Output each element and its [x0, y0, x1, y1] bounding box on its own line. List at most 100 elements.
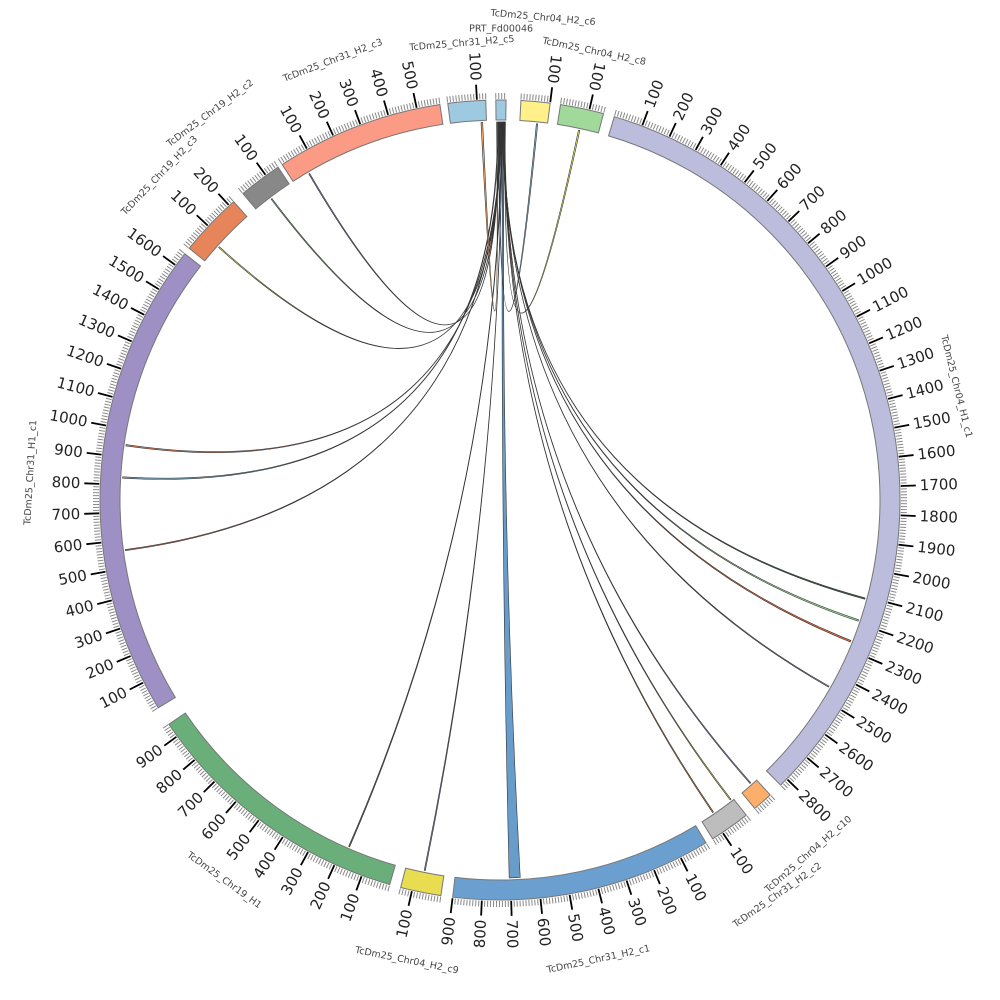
- minor-tick: [343, 123, 348, 130]
- link-1[interactable]: [270, 121, 501, 333]
- minor-tick: [886, 391, 893, 394]
- minor-tick: [727, 164, 732, 171]
- minor-tick: [676, 134, 681, 141]
- tick-label: 200: [190, 164, 223, 197]
- segment-TcDm25_Chr04_H2_c10[interactable]: [741, 779, 771, 810]
- minor-tick: [820, 255, 826, 260]
- minor-tick: [271, 831, 276, 838]
- minor-tick: [600, 887, 604, 894]
- minor-tick: [439, 896, 442, 903]
- minor-tick: [854, 686, 861, 691]
- minor-tick: [224, 795, 230, 801]
- minor-tick: [551, 897, 554, 904]
- minor-tick: [705, 150, 710, 157]
- link-18[interactable]: [504, 121, 581, 314]
- minor-tick: [205, 218, 211, 224]
- link-16[interactable]: [480, 121, 498, 312]
- major-tick: [841, 282, 856, 292]
- link-15[interactable]: [503, 121, 830, 688]
- tick-label: 300: [335, 76, 362, 109]
- minor-tick: [816, 250, 823, 256]
- tick-label: 1800: [919, 507, 958, 526]
- link-11[interactable]: [504, 121, 752, 784]
- minor-tick: [134, 319, 141, 324]
- minor-tick: [96, 553, 103, 556]
- major-tick: [549, 87, 554, 103]
- tick-label: 700: [503, 920, 522, 949]
- minor-tick: [645, 873, 649, 880]
- minor-tick: [141, 690, 148, 694]
- segment-TcDm25_Chr04_H1_c1[interactable]: [607, 116, 901, 786]
- minor-tick: [759, 805, 765, 811]
- minor-tick: [574, 893, 578, 900]
- minor-tick: [349, 121, 353, 128]
- minor-tick: [650, 871, 655, 878]
- minor-tick: [325, 862, 330, 869]
- major-tick: [449, 898, 454, 914]
- segment-TcDm25_Chr31_H2_c1[interactable]: [452, 825, 707, 901]
- minor-tick: [299, 848, 304, 855]
- minor-tick: [309, 854, 314, 861]
- minor-tick: [435, 97, 438, 105]
- minor-tick: [148, 702, 155, 707]
- segment-PRT_Fd00046[interactable]: [495, 99, 507, 121]
- segment-TcDm25_Chr19_H2_c3[interactable]: [188, 200, 248, 262]
- minor-tick: [403, 104, 406, 111]
- minor-tick: [122, 650, 129, 654]
- minor-tick: [353, 874, 357, 881]
- minor-tick: [300, 144, 305, 151]
- segment-TcDm25_Chr19_H2_c2[interactable]: [242, 166, 290, 210]
- minor-tick: [417, 101, 420, 108]
- minor-tick: [741, 175, 747, 181]
- link-2[interactable]: [218, 121, 501, 349]
- tick-label: 400: [366, 67, 391, 100]
- minor-tick: [280, 156, 285, 163]
- minor-tick: [758, 188, 763, 194]
- tick-label: 1400: [89, 280, 131, 314]
- link-6[interactable]: [348, 121, 503, 848]
- minor-tick: [866, 335, 873, 339]
- major-tick: [719, 152, 730, 166]
- link-12[interactable]: [502, 121, 866, 600]
- minor-tick: [335, 127, 339, 134]
- major-tick: [887, 601, 903, 608]
- tick-label: 1600: [124, 224, 165, 261]
- link-5[interactable]: [124, 121, 502, 551]
- minor-tick: [779, 208, 785, 214]
- tick-label: 1000: [854, 254, 896, 289]
- minor-tick: [844, 704, 850, 709]
- segment-TcDm25_Chr31_H2_c3[interactable]: [281, 103, 444, 182]
- link-9[interactable]: [504, 121, 714, 813]
- minor-tick: [94, 465, 101, 467]
- minor-tick: [409, 103, 412, 110]
- minor-tick: [454, 898, 456, 905]
- minor-tick: [185, 755, 192, 760]
- minor-tick: [541, 95, 543, 102]
- link-17[interactable]: [497, 121, 539, 312]
- minor-tick: [746, 179, 752, 185]
- minor-tick: [701, 846, 705, 853]
- segment-TcDm25_Chr04_H2_c9[interactable]: [400, 867, 445, 897]
- minor-tick: [805, 236, 812, 242]
- minor-tick: [845, 292, 851, 297]
- minor-tick: [639, 118, 643, 125]
- minor-tick: [211, 212, 217, 218]
- major-tick: [182, 759, 196, 771]
- minor-tick: [167, 731, 174, 736]
- minor-tick: [205, 776, 211, 782]
- minor-tick: [886, 604, 893, 608]
- segment-TcDm25_Chr04_H2_c8[interactable]: [556, 104, 605, 134]
- segment-TcDm25_Chr31_H2_c2[interactable]: [701, 798, 747, 840]
- segment-TcDm25_Chr19_H1[interactable]: [168, 712, 396, 886]
- minor-tick: [762, 192, 768, 198]
- segment-TcDm25_Chr04_H2_c6[interactable]: [519, 100, 551, 124]
- major-tick: [327, 864, 336, 880]
- minor-tick: [722, 161, 727, 168]
- segment-TcDm25_Chr31_H1_c1[interactable]: [99, 253, 202, 709]
- minor-tick: [132, 671, 139, 676]
- link-3[interactable]: [125, 121, 502, 453]
- minor-tick: [128, 663, 135, 668]
- segment-TcDm25_Chr31_H2_c5[interactable]: [447, 99, 487, 124]
- major-tick: [641, 110, 649, 126]
